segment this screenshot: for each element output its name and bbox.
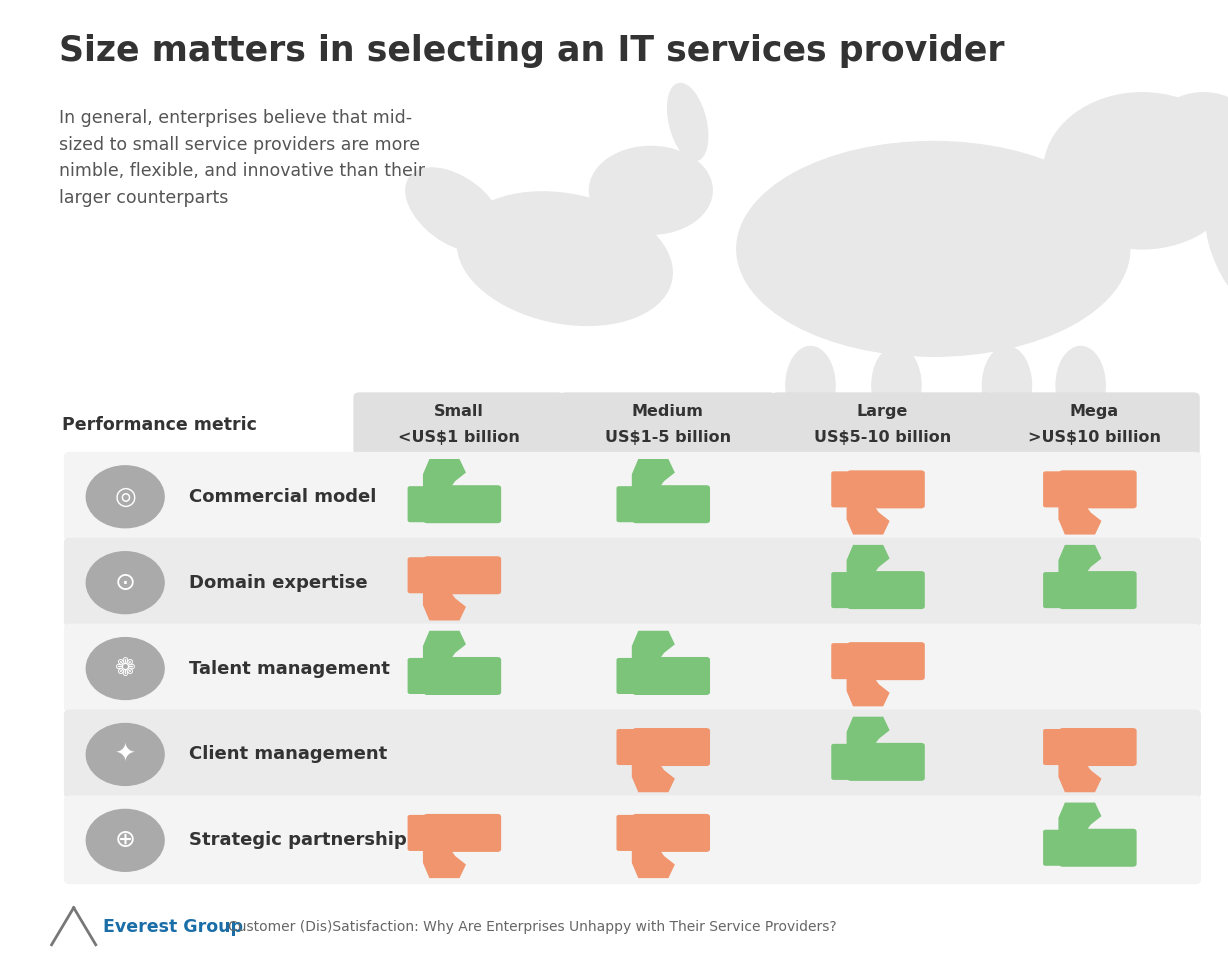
FancyBboxPatch shape [408, 815, 427, 851]
FancyBboxPatch shape [408, 486, 427, 522]
FancyBboxPatch shape [831, 744, 851, 780]
Text: Customer (Dis)Satisfaction: Why Are Enterprises Unhappy with Their Service Provi: Customer (Dis)Satisfaction: Why Are Ente… [228, 920, 837, 934]
Ellipse shape [737, 142, 1130, 356]
FancyBboxPatch shape [847, 642, 925, 680]
Ellipse shape [1206, 203, 1228, 314]
FancyBboxPatch shape [632, 657, 710, 695]
FancyBboxPatch shape [632, 814, 710, 852]
FancyBboxPatch shape [1043, 471, 1062, 508]
FancyBboxPatch shape [847, 470, 925, 508]
Ellipse shape [982, 346, 1032, 425]
Ellipse shape [405, 168, 503, 252]
FancyBboxPatch shape [408, 557, 427, 593]
FancyBboxPatch shape [831, 471, 851, 508]
Text: Talent management: Talent management [189, 660, 389, 677]
FancyBboxPatch shape [632, 728, 710, 766]
Text: ✦: ✦ [114, 743, 136, 766]
Text: ⊙: ⊙ [114, 571, 136, 594]
Text: Size matters in selecting an IT services provider: Size matters in selecting an IT services… [59, 34, 1005, 68]
FancyBboxPatch shape [616, 729, 636, 765]
FancyBboxPatch shape [424, 814, 501, 852]
Text: Client management: Client management [189, 746, 387, 763]
Text: US$5-10 billion: US$5-10 billion [814, 430, 952, 445]
FancyBboxPatch shape [1059, 470, 1137, 508]
Polygon shape [846, 716, 889, 751]
FancyBboxPatch shape [64, 795, 1201, 884]
Polygon shape [632, 758, 675, 793]
FancyBboxPatch shape [616, 815, 636, 851]
Polygon shape [846, 672, 889, 707]
Ellipse shape [1044, 93, 1228, 249]
FancyBboxPatch shape [424, 657, 501, 695]
Text: ◎: ◎ [114, 485, 136, 508]
Polygon shape [422, 844, 465, 878]
FancyBboxPatch shape [831, 572, 851, 608]
Text: In general, enterprises believe that mid-
sized to small service providers are m: In general, enterprises believe that mid… [59, 109, 425, 207]
Circle shape [86, 809, 165, 872]
FancyBboxPatch shape [1043, 572, 1062, 608]
Ellipse shape [668, 84, 707, 160]
FancyBboxPatch shape [616, 486, 636, 522]
Polygon shape [632, 844, 675, 878]
Polygon shape [422, 587, 465, 621]
Ellipse shape [458, 192, 672, 325]
FancyBboxPatch shape [1043, 729, 1062, 765]
FancyBboxPatch shape [771, 392, 993, 456]
Polygon shape [1059, 758, 1102, 793]
Text: Medium: Medium [631, 404, 704, 419]
Text: <US$1 billion: <US$1 billion [398, 430, 519, 445]
Text: ❁: ❁ [114, 657, 136, 680]
Text: ⊕: ⊕ [114, 829, 136, 852]
Text: Everest Group: Everest Group [103, 918, 243, 936]
Polygon shape [1059, 802, 1102, 836]
FancyBboxPatch shape [831, 643, 851, 679]
Ellipse shape [1142, 93, 1228, 210]
FancyBboxPatch shape [559, 392, 776, 456]
Circle shape [86, 723, 165, 786]
FancyBboxPatch shape [847, 743, 925, 781]
Text: Domain expertise: Domain expertise [189, 574, 367, 591]
Ellipse shape [872, 346, 921, 425]
Polygon shape [1059, 501, 1102, 535]
Text: Mega: Mega [1070, 404, 1119, 419]
Polygon shape [422, 459, 465, 493]
Circle shape [86, 551, 165, 614]
Ellipse shape [589, 146, 712, 234]
FancyBboxPatch shape [1043, 830, 1062, 866]
Text: Large: Large [857, 404, 909, 419]
FancyBboxPatch shape [1059, 728, 1137, 766]
FancyBboxPatch shape [64, 710, 1201, 798]
Polygon shape [846, 501, 889, 535]
Polygon shape [422, 630, 465, 665]
FancyBboxPatch shape [64, 538, 1201, 627]
Text: Small: Small [433, 404, 484, 419]
Polygon shape [632, 630, 675, 665]
Circle shape [86, 466, 165, 528]
Text: >US$10 billion: >US$10 billion [1028, 430, 1160, 445]
Circle shape [86, 637, 165, 700]
FancyBboxPatch shape [989, 392, 1200, 456]
FancyBboxPatch shape [632, 485, 710, 523]
FancyBboxPatch shape [424, 485, 501, 523]
FancyBboxPatch shape [1059, 829, 1137, 867]
Ellipse shape [1056, 346, 1105, 425]
Ellipse shape [786, 346, 835, 425]
Text: Commercial model: Commercial model [189, 488, 376, 506]
FancyBboxPatch shape [847, 571, 925, 609]
FancyBboxPatch shape [408, 658, 427, 694]
Text: Performance metric: Performance metric [63, 416, 257, 433]
FancyBboxPatch shape [354, 392, 564, 456]
Polygon shape [632, 459, 675, 493]
FancyBboxPatch shape [1059, 571, 1137, 609]
Polygon shape [1059, 545, 1102, 579]
FancyBboxPatch shape [64, 452, 1201, 541]
Text: US$1-5 billion: US$1-5 billion [604, 430, 731, 445]
Text: Strategic partnership: Strategic partnership [189, 832, 406, 849]
Polygon shape [846, 545, 889, 579]
FancyBboxPatch shape [424, 556, 501, 594]
FancyBboxPatch shape [616, 658, 636, 694]
FancyBboxPatch shape [64, 624, 1201, 712]
